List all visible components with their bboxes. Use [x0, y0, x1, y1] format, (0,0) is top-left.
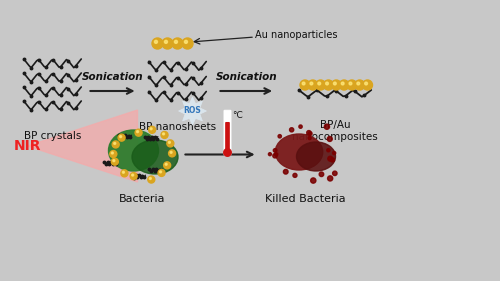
- Circle shape: [152, 38, 163, 49]
- FancyBboxPatch shape: [226, 123, 229, 153]
- Circle shape: [318, 82, 320, 85]
- Ellipse shape: [275, 134, 323, 170]
- Circle shape: [168, 141, 170, 143]
- Circle shape: [160, 171, 162, 173]
- Polygon shape: [178, 97, 206, 125]
- Circle shape: [328, 156, 333, 161]
- Circle shape: [148, 176, 155, 183]
- Ellipse shape: [132, 140, 178, 174]
- Circle shape: [112, 141, 119, 148]
- Circle shape: [328, 137, 332, 141]
- Circle shape: [121, 170, 128, 177]
- Circle shape: [362, 80, 372, 90]
- Circle shape: [331, 80, 341, 90]
- Circle shape: [150, 128, 152, 130]
- Text: Killed Bacteria: Killed Bacteria: [264, 194, 345, 205]
- Circle shape: [158, 169, 165, 176]
- Circle shape: [326, 82, 328, 85]
- Circle shape: [310, 178, 316, 183]
- Circle shape: [182, 38, 193, 49]
- Circle shape: [164, 162, 170, 169]
- Circle shape: [112, 152, 114, 154]
- Circle shape: [273, 154, 277, 158]
- Circle shape: [324, 80, 334, 90]
- Text: ROS: ROS: [184, 106, 202, 115]
- Circle shape: [150, 178, 152, 180]
- Polygon shape: [28, 110, 138, 182]
- Text: Sonication: Sonication: [82, 72, 144, 82]
- Circle shape: [274, 153, 278, 156]
- Circle shape: [354, 80, 364, 90]
- Circle shape: [274, 149, 277, 152]
- Circle shape: [168, 150, 175, 157]
- Circle shape: [302, 82, 305, 85]
- Circle shape: [328, 176, 332, 181]
- Circle shape: [136, 131, 138, 133]
- Circle shape: [118, 134, 125, 141]
- Circle shape: [120, 136, 122, 138]
- Ellipse shape: [108, 130, 158, 171]
- Circle shape: [319, 172, 324, 176]
- Circle shape: [332, 171, 337, 176]
- Circle shape: [148, 126, 156, 133]
- Text: Bacteria: Bacteria: [120, 194, 166, 205]
- Circle shape: [293, 173, 297, 177]
- Circle shape: [167, 140, 174, 147]
- Circle shape: [154, 40, 158, 43]
- FancyBboxPatch shape: [224, 110, 231, 155]
- Circle shape: [347, 80, 357, 90]
- Circle shape: [300, 80, 310, 90]
- Text: BP crystals: BP crystals: [24, 130, 81, 140]
- Circle shape: [130, 173, 137, 180]
- Circle shape: [290, 128, 294, 132]
- Circle shape: [364, 82, 368, 85]
- Circle shape: [308, 80, 318, 90]
- Text: NIR: NIR: [14, 139, 42, 153]
- Text: BP nanosheets: BP nanosheets: [139, 122, 216, 132]
- Circle shape: [284, 169, 288, 174]
- Circle shape: [268, 153, 272, 156]
- Text: Au nanoparticles: Au nanoparticles: [255, 30, 338, 40]
- Circle shape: [357, 82, 360, 85]
- Circle shape: [110, 151, 117, 158]
- Circle shape: [306, 131, 311, 135]
- Circle shape: [308, 132, 312, 135]
- Circle shape: [299, 125, 302, 128]
- Circle shape: [308, 137, 311, 140]
- Circle shape: [161, 132, 168, 139]
- Circle shape: [162, 133, 164, 135]
- Text: °C: °C: [232, 110, 242, 119]
- Circle shape: [316, 80, 326, 90]
- Ellipse shape: [296, 142, 336, 171]
- Circle shape: [339, 80, 349, 90]
- Circle shape: [165, 163, 167, 165]
- Circle shape: [164, 40, 168, 43]
- Circle shape: [170, 151, 172, 153]
- Circle shape: [112, 158, 118, 165]
- Circle shape: [324, 124, 330, 129]
- Circle shape: [327, 149, 330, 152]
- Circle shape: [113, 160, 115, 162]
- Circle shape: [114, 142, 116, 144]
- Circle shape: [172, 38, 183, 49]
- Circle shape: [330, 158, 334, 162]
- Circle shape: [184, 40, 188, 43]
- Circle shape: [349, 82, 352, 85]
- Circle shape: [342, 82, 344, 85]
- Circle shape: [162, 38, 173, 49]
- Circle shape: [278, 135, 281, 138]
- Circle shape: [135, 129, 142, 136]
- Text: Sonication: Sonication: [216, 72, 277, 82]
- Text: BP/Au
nanocomposites: BP/Au nanocomposites: [292, 119, 378, 142]
- Circle shape: [332, 151, 336, 155]
- Circle shape: [122, 171, 124, 173]
- Circle shape: [334, 82, 336, 85]
- Circle shape: [174, 40, 178, 43]
- Circle shape: [310, 82, 313, 85]
- Circle shape: [224, 149, 231, 156]
- Circle shape: [132, 174, 134, 176]
